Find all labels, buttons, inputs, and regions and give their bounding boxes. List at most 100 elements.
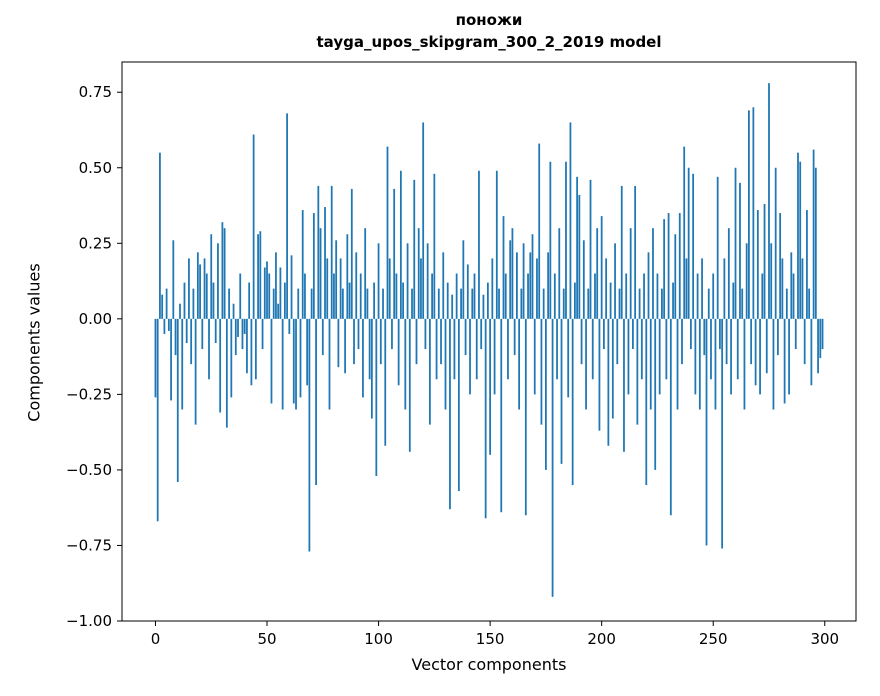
bar xyxy=(424,318,427,350)
bar xyxy=(656,273,659,319)
bar xyxy=(750,318,753,365)
x-tick-label: 200 xyxy=(587,630,616,648)
bar xyxy=(574,282,576,319)
bar xyxy=(464,318,467,356)
bar xyxy=(417,228,420,319)
bar xyxy=(676,318,679,410)
bar xyxy=(326,258,329,319)
bar xyxy=(491,258,494,319)
bar xyxy=(460,288,462,319)
bar xyxy=(797,152,799,319)
bar xyxy=(391,318,393,350)
bar xyxy=(558,228,561,319)
bar xyxy=(489,318,491,455)
bar xyxy=(730,318,732,395)
bar xyxy=(370,318,373,419)
bar xyxy=(638,288,641,319)
bar xyxy=(538,143,541,319)
bar xyxy=(301,210,304,319)
bar xyxy=(373,282,375,319)
bar xyxy=(649,318,652,410)
bar xyxy=(687,167,690,319)
bar xyxy=(734,167,737,319)
bar xyxy=(183,282,186,319)
bar xyxy=(243,318,246,334)
bar xyxy=(395,273,398,319)
bar xyxy=(634,185,637,319)
y-tick-label: 0.25 xyxy=(79,234,112,252)
bar xyxy=(721,318,724,549)
bar xyxy=(259,231,262,319)
bar xyxy=(645,318,648,486)
bar xyxy=(600,216,603,319)
bar xyxy=(549,161,552,319)
bar xyxy=(402,282,404,319)
bar xyxy=(533,318,536,395)
bar xyxy=(277,303,280,319)
bar xyxy=(591,318,594,380)
bar xyxy=(386,146,389,319)
bar xyxy=(819,318,822,359)
bar xyxy=(431,273,433,319)
bar xyxy=(632,318,634,350)
bar xyxy=(241,318,244,350)
bar xyxy=(507,318,509,380)
bar xyxy=(268,273,271,319)
bar xyxy=(817,318,819,374)
bar xyxy=(765,318,768,374)
bar xyxy=(790,252,793,319)
bar xyxy=(567,318,570,398)
bar xyxy=(156,318,159,522)
bar xyxy=(190,318,193,365)
bar xyxy=(384,318,387,446)
bar xyxy=(422,122,425,319)
bar xyxy=(478,170,480,319)
bar xyxy=(288,318,291,334)
bar xyxy=(469,318,471,395)
bar xyxy=(167,318,170,331)
bar xyxy=(172,240,175,319)
bar xyxy=(261,318,264,350)
bar xyxy=(297,288,300,319)
bar xyxy=(571,318,574,486)
bar xyxy=(420,258,422,319)
bar xyxy=(576,176,579,319)
bar xyxy=(647,252,650,319)
bar xyxy=(239,273,242,319)
bar xyxy=(397,318,400,386)
bar xyxy=(219,318,222,413)
bar xyxy=(194,318,197,425)
x-tick-label: 0 xyxy=(151,630,161,648)
bar xyxy=(185,318,188,344)
bar xyxy=(614,243,616,319)
bar xyxy=(442,252,445,319)
bar xyxy=(616,318,619,365)
bar xyxy=(754,318,757,386)
bar xyxy=(480,318,483,350)
bar xyxy=(562,288,565,319)
bar xyxy=(317,185,320,319)
bar xyxy=(785,288,788,319)
bar xyxy=(484,318,487,519)
bar xyxy=(774,167,777,319)
bar xyxy=(611,318,614,419)
bar xyxy=(524,318,527,516)
bar xyxy=(482,294,485,319)
bar xyxy=(170,318,172,401)
bar xyxy=(812,149,815,319)
x-tick-label: 300 xyxy=(810,630,839,648)
bar xyxy=(404,318,407,410)
y-axis-label: Components values xyxy=(24,263,44,422)
y-tick-label: 0.50 xyxy=(79,159,112,177)
bar xyxy=(794,318,797,350)
bar xyxy=(743,318,746,410)
bar xyxy=(428,318,431,425)
bar xyxy=(232,303,235,319)
bar xyxy=(736,318,739,380)
bar xyxy=(272,288,275,319)
bar xyxy=(589,179,592,319)
bar xyxy=(199,264,201,319)
bar xyxy=(696,273,699,319)
bar xyxy=(741,288,744,319)
